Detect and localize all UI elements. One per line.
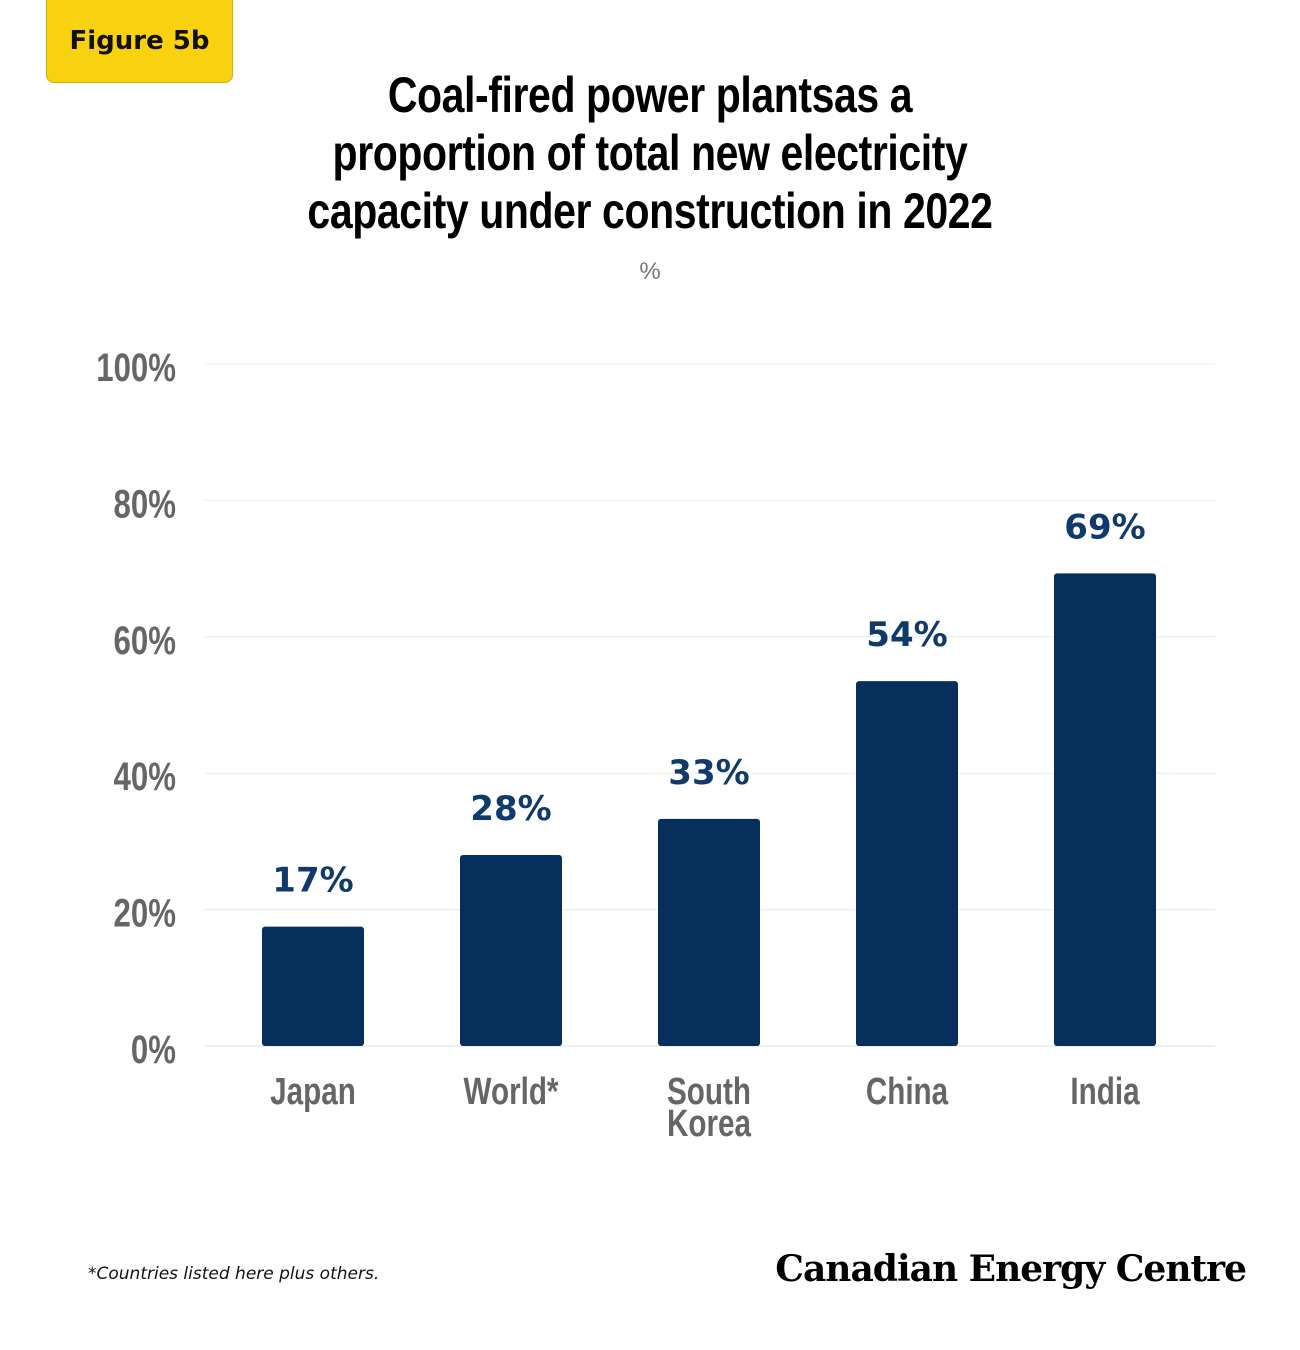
bar-chart: 0% 20% 40% 60% 80% 100% 17% Japan 28% World* 33% So…: [96, 345, 1215, 1145]
brand-logo: Canadian Energy Centre: [775, 1248, 1247, 1290]
y-tick-label: 100%: [96, 345, 176, 390]
y-tick-label: 60%: [114, 618, 176, 663]
x-tick-label: Japan: [270, 1071, 356, 1113]
title-line-1: Coal-fired power plantsas a: [387, 67, 913, 123]
x-tick-label: China: [866, 1071, 949, 1113]
data-label: 69%: [1064, 507, 1145, 547]
data-label: 54%: [866, 615, 947, 655]
y-tick-label: 0%: [131, 1027, 176, 1072]
data-label: 33%: [668, 753, 749, 793]
x-tick-label: India: [1070, 1071, 1140, 1113]
data-label: 28%: [470, 789, 551, 829]
title-line-2: proportion of total new electricity: [332, 125, 968, 181]
y-tick-label: 40%: [114, 755, 176, 800]
title-line-3: capacity under construction in 2022: [307, 183, 993, 239]
data-label: 17%: [272, 861, 353, 901]
x-tick-label: South: [667, 1071, 751, 1113]
x-tick-label: World*: [464, 1071, 560, 1113]
bar: [1054, 573, 1156, 1046]
figure-badge: Figure 5b: [46, 0, 233, 83]
bar: [460, 855, 562, 1046]
footnote: *Countries listed here plus others.: [88, 1264, 380, 1284]
unit-label: %: [639, 258, 661, 285]
y-tick-label: 80%: [114, 482, 176, 527]
bar: [262, 926, 364, 1046]
y-tick-label: 20%: [114, 891, 176, 936]
bar: [658, 818, 760, 1046]
bar: [856, 681, 958, 1046]
chart-title: Coal-fired power plantsas a proportion o…: [240, 66, 1060, 240]
x-tick-label: Korea: [667, 1103, 752, 1145]
